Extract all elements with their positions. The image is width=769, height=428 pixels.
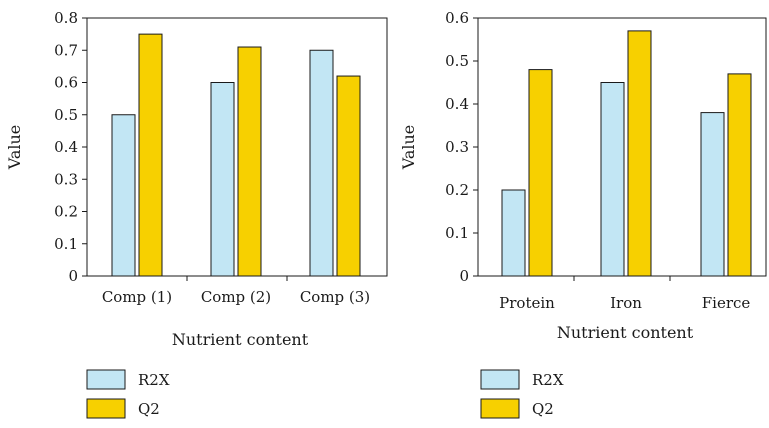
y-tick-label: 0.3 bbox=[445, 138, 469, 156]
x-tick-label: Comp (3) bbox=[300, 288, 370, 306]
x-tick-label: Iron bbox=[610, 294, 642, 312]
bar-q2-1 bbox=[138, 33, 163, 277]
x-axis-title: Nutrient content bbox=[172, 330, 309, 349]
y-tick-label: 0.5 bbox=[445, 52, 469, 70]
y-tick-label: 0.2 bbox=[445, 181, 469, 199]
x-tick-label: Comp (2) bbox=[201, 288, 271, 306]
y-axis-title: Value bbox=[399, 125, 418, 171]
y-tick-label: 0.1 bbox=[445, 224, 469, 242]
y-tick-label: 0.4 bbox=[54, 138, 78, 156]
y-tick-label: 0.3 bbox=[54, 170, 78, 188]
bar-r2x-1 bbox=[111, 114, 136, 277]
legend-label-q2: Q2 bbox=[532, 400, 554, 418]
bar-r2x-3 bbox=[700, 112, 725, 277]
bar-q2-2 bbox=[627, 30, 652, 277]
bar-q2-3 bbox=[727, 73, 752, 277]
y-tick-label: 0.2 bbox=[54, 203, 78, 221]
y-tick-label: 0.6 bbox=[54, 74, 78, 92]
y-tick-label: 0.8 bbox=[54, 9, 78, 27]
legend-swatch-r2x bbox=[86, 369, 126, 390]
legend-label-q2: Q2 bbox=[138, 400, 160, 418]
bar-r2x-2 bbox=[600, 82, 625, 277]
bar-q2-3 bbox=[336, 75, 361, 277]
legend-swatch-q2 bbox=[480, 398, 520, 419]
y-tick-label: 0.5 bbox=[54, 106, 78, 124]
bar-r2x-2 bbox=[210, 82, 235, 277]
x-tick-label: Fierce bbox=[702, 294, 751, 312]
bar-q2-2 bbox=[237, 46, 262, 277]
y-tick-label: 0 bbox=[459, 267, 469, 285]
y-tick-label: 0.7 bbox=[54, 41, 78, 59]
chart-panel-1: 0 0.1 0.2 0.3 0.4 0.5 0.6 0.7 0.8 Comp (1) Comp (2… bbox=[5, 9, 388, 419]
legend-label-r2x: R2X bbox=[532, 371, 564, 389]
bar-r2x-1 bbox=[501, 189, 526, 277]
y-tick-label: 0.6 bbox=[445, 9, 469, 27]
bar-q2-1 bbox=[528, 69, 553, 277]
x-tick-label: Comp (1) bbox=[102, 288, 172, 306]
chart-panel-2: 0 0.1 0.2 0.3 0.4 0.5 0.6 Protein Iron Fierce Nutr… bbox=[399, 9, 767, 419]
legend-swatch-q2 bbox=[86, 398, 126, 419]
bar-r2x-3 bbox=[309, 49, 334, 277]
y-tick-label: 0.1 bbox=[54, 235, 78, 253]
x-tick-label: Protein bbox=[499, 294, 555, 312]
y-axis-title: Value bbox=[5, 125, 24, 171]
x-axis-title: Nutrient content bbox=[557, 323, 694, 342]
y-tick-label: 0 bbox=[68, 267, 78, 285]
y-tick-label: 0.4 bbox=[445, 95, 469, 113]
legend-label-r2x: R2X bbox=[138, 371, 170, 389]
legend-swatch-r2x bbox=[480, 369, 520, 390]
